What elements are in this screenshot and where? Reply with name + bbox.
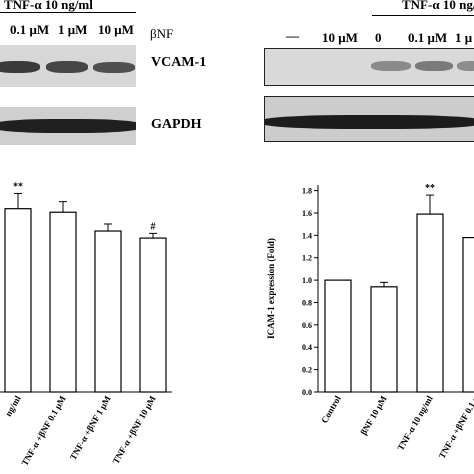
bar [416,213,444,393]
gapdh-band [0,119,136,133]
bar [370,286,398,393]
vcam1-band [93,62,135,73]
category-label: βNF 10 μM [358,394,389,437]
left-dose-label: 0.1 μM [10,22,50,37]
left-treatment-header: TNF-α 10 ng/ml [4,0,93,12]
y-axis-label: ICAM-1 expression (Fold) [266,238,276,339]
y-tick-label: 1.4 [302,231,312,240]
right-treatment-header: TNF-α 10 ng/ml [402,0,474,12]
y-tick-label: 0.6 [302,321,312,330]
vcam1-blot [0,45,136,87]
right-header-line [372,15,474,16]
icam1-band [415,61,453,71]
bar [94,230,122,393]
category-label: TNF-α +βNF 0.1 μ [437,394,474,460]
y-tick-label: 0.0 [302,388,312,397]
left-agent-label: βNF [150,26,174,41]
icam1-band [457,61,474,71]
left-dose-label: 1 μM [58,22,88,37]
bar [462,236,474,393]
vcam1-band [46,61,88,73]
gapdh-label: GAPDH [151,117,202,132]
bar [4,208,32,393]
y-tick-label: 1.0 [302,276,312,285]
y-tick-label: 1.6 [302,209,312,218]
bar [324,279,352,393]
vcam1-label: VCAM-1 [151,55,207,70]
left-header-line [0,12,136,13]
left-dose-label: 10 μM [98,22,134,37]
category-label: Control [319,394,343,425]
y-tick-label: 0.8 [302,298,312,307]
right-dose-label: 1 μ [455,30,473,45]
vcam1-band [0,61,40,73]
category-label: TNF-α 10 ng/ml [395,394,435,453]
significance-mark: ** [13,181,23,192]
right-dose-label: 0 [375,30,382,45]
right-gapdh-band [265,115,474,129]
right-dose-label: 0.1 μM [408,30,448,45]
right-dose-label: 10 μM [322,30,358,45]
y-tick-label: 0.4 [302,343,312,352]
y-tick-label: 0.2 [302,366,312,375]
significance-mark: ** [425,183,435,194]
y-tick-label: 1.2 [302,254,312,263]
icam1-band [371,61,411,71]
bar [139,237,167,393]
icam1-blot [264,48,474,86]
gapdh-blot [0,107,136,145]
right-dose-label: — [286,28,299,43]
y-tick-label: 1.8 [302,187,312,196]
right-gapdh-blot [264,96,474,142]
significance-mark: # [151,221,156,232]
